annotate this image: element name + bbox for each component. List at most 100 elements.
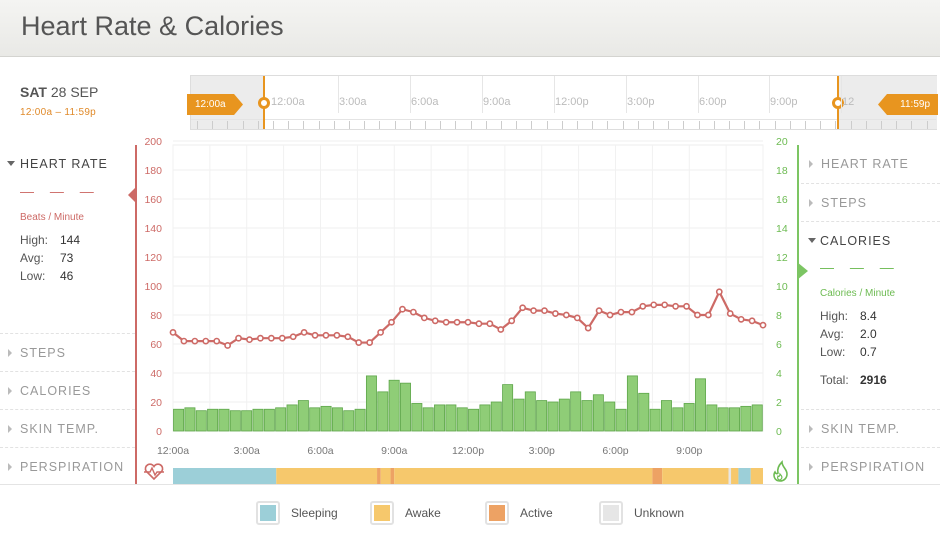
calorie-bar <box>400 382 411 432</box>
flame-icon <box>773 460 788 482</box>
right-heart-rate-item[interactable]: HEART RATE <box>801 145 940 183</box>
calorie-bar <box>547 401 559 432</box>
calorie-bar <box>740 405 752 432</box>
right-steps-label: STEPS <box>821 196 867 210</box>
legend-unknown-label: Unknown <box>634 506 685 520</box>
left-tick-label: 180 <box>144 165 162 177</box>
heart-rate-point <box>257 334 264 342</box>
activity-segment <box>173 468 277 484</box>
heart-rate-point <box>519 304 527 312</box>
legend-sleeping-label: Sleeping <box>291 506 338 520</box>
footer-divider <box>0 484 940 485</box>
calorie-bar <box>604 401 616 432</box>
left-tick-label: 200 <box>144 136 162 148</box>
left-tick-label: 160 <box>144 194 162 206</box>
calorie-bar <box>377 391 389 432</box>
stat-low-value: 46 <box>60 269 74 283</box>
timeline-ticks <box>191 119 936 129</box>
start-time-flag[interactable]: 12:00a <box>187 94 243 115</box>
calorie-bar <box>672 407 684 432</box>
left-skin-temp-item[interactable]: SKIN TEMP. <box>0 409 135 447</box>
heart-rate-point <box>377 328 384 336</box>
timeline-tick <box>744 121 746 129</box>
page-title: Heart Rate & Calories <box>21 11 284 41</box>
heart-rate-point <box>333 331 341 339</box>
timeline-tick <box>485 121 487 129</box>
timeline-tick <box>440 121 442 129</box>
timeline-separator <box>554 76 555 113</box>
x-tick-label: 3:00a <box>234 445 260 457</box>
calorie-bar <box>218 408 230 432</box>
timeline-tick <box>592 121 594 129</box>
timeline-scrubber[interactable]: 12:00a 11:59p 12:00a 3:00a 6:00a 9:00a 12:00… <box>187 75 938 130</box>
timeline-tick <box>820 121 822 129</box>
calorie-bar <box>207 408 219 432</box>
heart-rate-point <box>169 328 177 336</box>
heart-rate-point <box>726 310 734 317</box>
cal-total-label: Total: <box>820 373 849 387</box>
timeline-hour-label: 9:00p <box>770 96 798 108</box>
timeline-tick <box>561 121 563 129</box>
left-calories-item[interactable]: CALORIES <box>0 371 135 409</box>
end-time-flag[interactable]: 11:59p <box>878 94 938 115</box>
calorie-bar <box>297 400 309 432</box>
right-tick-label: 2 <box>776 397 782 409</box>
start-handle[interactable] <box>258 97 270 109</box>
legend-active-label: Active <box>520 506 553 520</box>
x-tick-label: 9:00a <box>381 445 407 457</box>
right-skin-temp-item[interactable]: SKIN TEMP. <box>801 409 940 447</box>
activity-segment <box>394 468 653 484</box>
timeline-separator <box>338 76 339 113</box>
heart-rate-point <box>442 318 450 326</box>
calorie-bar <box>524 391 536 432</box>
heart-rate-pointer-icon <box>128 186 137 204</box>
stat-avg-value: 73 <box>60 251 74 265</box>
left-perspiration-item[interactable]: PERSPIRATION <box>0 447 135 485</box>
timeline-tick <box>683 121 685 129</box>
calorie-bar <box>479 404 491 432</box>
expanded-arrow-icon <box>808 238 816 243</box>
right-perspiration-item[interactable]: PERSPIRATION <box>801 447 940 485</box>
timeline-tick <box>470 121 472 129</box>
left-steps-item[interactable]: STEPS <box>0 333 135 371</box>
calorie-bar <box>729 407 741 432</box>
timeline-tick <box>653 121 654 129</box>
stat-avg-label: Avg: <box>20 251 44 265</box>
heart-rate-point <box>617 308 625 316</box>
calorie-bar <box>434 404 446 432</box>
right-calories-item[interactable]: CALORIES <box>801 221 940 259</box>
right-tick-label: 20 <box>776 136 788 148</box>
heart-rate-point <box>267 334 275 342</box>
activity-segment <box>380 468 391 484</box>
timeline-tick <box>835 121 837 129</box>
timeline-tick <box>637 121 639 129</box>
heart-rate-point <box>584 324 592 332</box>
heart-rate-point <box>224 342 232 349</box>
timeline-separator <box>410 76 411 113</box>
heart-rate-point <box>639 302 647 310</box>
heart-rate-point <box>180 337 188 345</box>
day-label: SAT <box>20 84 47 100</box>
cal-total-value: 2916 <box>860 373 887 387</box>
left-tick-label: 20 <box>150 397 162 409</box>
collapsed-arrow-icon <box>809 425 813 433</box>
calorie-bar <box>660 400 672 432</box>
timeline-tick <box>212 121 214 129</box>
calorie-bar <box>365 375 377 432</box>
calorie-bar <box>502 384 514 432</box>
right-steps-item[interactable]: STEPS <box>801 183 940 221</box>
timeline-hour-label: 12 <box>842 96 855 108</box>
right-heart-rate-label: HEART RATE <box>821 157 909 171</box>
calorie-bar <box>354 408 366 432</box>
heart-rate-point <box>431 317 439 325</box>
heart-rate-point <box>453 318 461 326</box>
timeline-tick <box>364 121 366 129</box>
left-heart-rate-item[interactable]: HEART RATE <box>0 145 135 183</box>
cal-avg-value: 2.0 <box>860 327 877 341</box>
x-tick-label: 12:00p <box>452 445 484 457</box>
calorie-bar <box>717 407 729 432</box>
calorie-bar <box>695 378 706 432</box>
calorie-bar <box>184 407 196 432</box>
right-tick-label: 4 <box>776 368 782 380</box>
right-skin-temp-label: SKIN TEMP. <box>821 422 901 436</box>
